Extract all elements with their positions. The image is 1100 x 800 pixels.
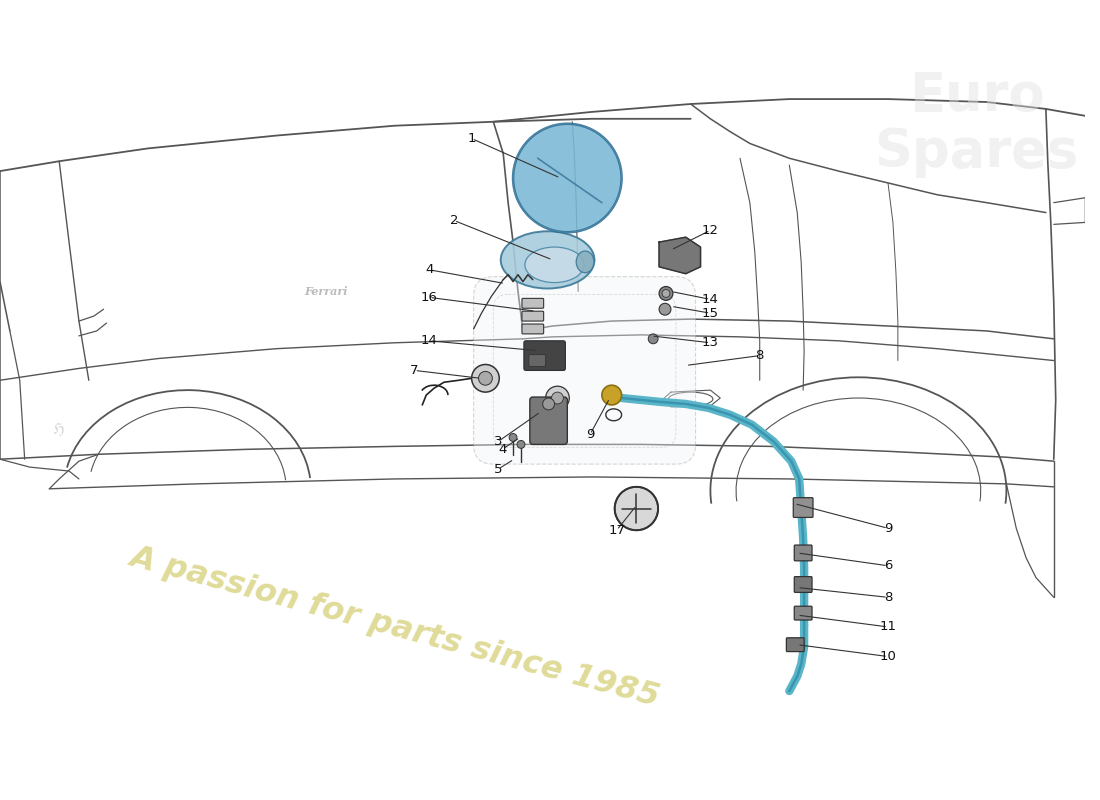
FancyBboxPatch shape <box>786 638 804 651</box>
Ellipse shape <box>576 251 594 273</box>
Text: 14: 14 <box>702 293 718 306</box>
FancyBboxPatch shape <box>794 545 812 561</box>
Text: 9: 9 <box>883 522 892 534</box>
Circle shape <box>602 386 621 405</box>
Text: 15: 15 <box>702 306 719 320</box>
Text: 10: 10 <box>880 650 896 663</box>
Text: 16: 16 <box>421 291 438 304</box>
Text: 17: 17 <box>608 524 625 537</box>
Text: A passion for parts since 1985: A passion for parts since 1985 <box>126 541 663 713</box>
Circle shape <box>546 386 570 410</box>
Text: 1: 1 <box>468 132 476 145</box>
Text: 3: 3 <box>494 435 503 448</box>
Text: Euro
Spares: Euro Spares <box>874 70 1079 178</box>
Circle shape <box>542 398 554 410</box>
Text: 4: 4 <box>498 443 506 456</box>
Text: Ferrari: Ferrari <box>304 286 348 297</box>
FancyBboxPatch shape <box>521 311 543 321</box>
Circle shape <box>472 365 499 392</box>
Text: 7: 7 <box>410 364 419 377</box>
Text: 8: 8 <box>756 349 763 362</box>
Circle shape <box>659 303 671 315</box>
Text: 12: 12 <box>702 224 719 237</box>
Circle shape <box>615 487 658 530</box>
Circle shape <box>513 124 622 232</box>
Text: 5: 5 <box>494 462 503 475</box>
Ellipse shape <box>500 231 594 289</box>
Circle shape <box>659 286 673 300</box>
Text: 6: 6 <box>883 559 892 572</box>
Text: 11: 11 <box>880 621 896 634</box>
Polygon shape <box>659 238 701 274</box>
FancyBboxPatch shape <box>521 324 543 334</box>
Circle shape <box>551 392 563 404</box>
FancyBboxPatch shape <box>794 577 812 592</box>
FancyBboxPatch shape <box>524 341 565 370</box>
Text: 9: 9 <box>586 428 594 441</box>
FancyBboxPatch shape <box>529 354 546 366</box>
Circle shape <box>662 290 670 298</box>
FancyBboxPatch shape <box>530 397 568 444</box>
Circle shape <box>648 334 658 344</box>
Text: 8: 8 <box>883 591 892 604</box>
FancyBboxPatch shape <box>793 498 813 518</box>
FancyBboxPatch shape <box>521 298 543 308</box>
Ellipse shape <box>525 247 584 282</box>
Circle shape <box>509 434 517 442</box>
Text: 4: 4 <box>425 263 433 276</box>
Circle shape <box>517 441 525 448</box>
FancyBboxPatch shape <box>794 606 812 620</box>
FancyBboxPatch shape <box>474 277 695 464</box>
Circle shape <box>478 371 493 386</box>
Text: 13: 13 <box>702 336 719 350</box>
Text: 2: 2 <box>450 214 458 227</box>
Text: 14: 14 <box>421 334 438 347</box>
Text: ℌ: ℌ <box>54 422 65 437</box>
